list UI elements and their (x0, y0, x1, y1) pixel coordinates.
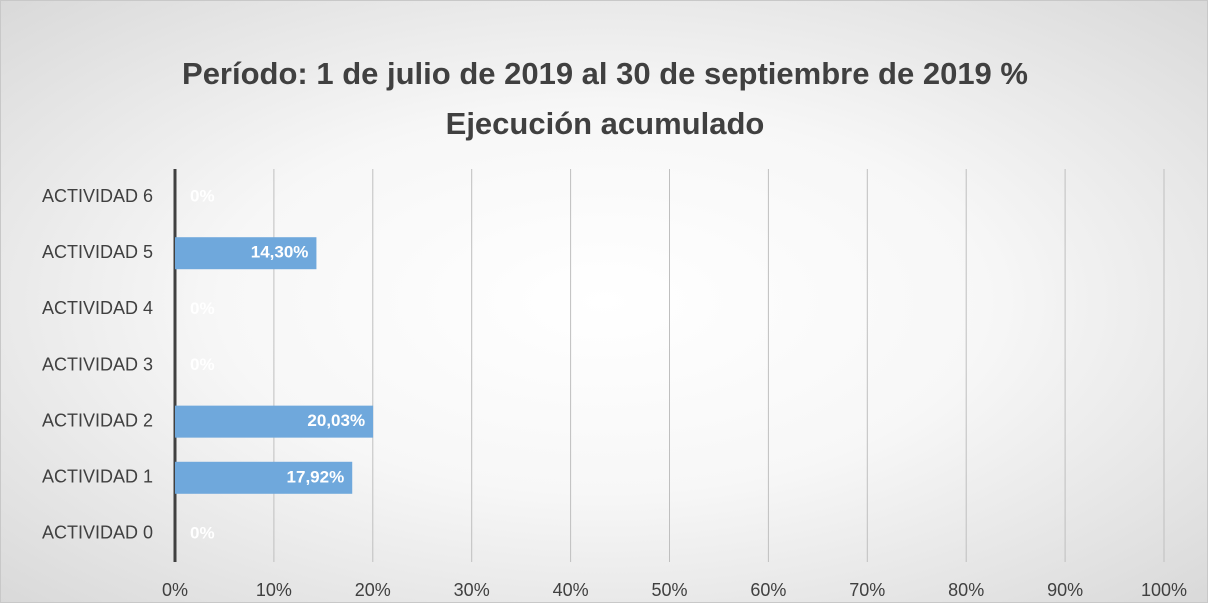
chart-title: Período: 1 de julio de 2019 al 30 de sep… (182, 56, 1028, 141)
x-tick-label: 70% (849, 580, 885, 600)
x-tick-label: 30% (454, 580, 490, 600)
data-label: 0% (190, 299, 215, 318)
x-tick-label: 80% (948, 580, 984, 600)
x-tick-label: 20% (355, 580, 391, 600)
bar (175, 405, 374, 438)
data-label: 0% (190, 355, 215, 374)
x-tick-label: 60% (750, 580, 786, 600)
y-tick-label: ACTIVIDAD 2 (42, 410, 153, 430)
y-tick-label: ACTIVIDAD 4 (42, 298, 153, 318)
bar (175, 461, 353, 494)
y-tick-label: ACTIVIDAD 3 (42, 354, 153, 374)
y-tick-label: ACTIVIDAD 0 (42, 523, 153, 543)
data-label: 0% (190, 523, 215, 542)
data-label: 0% (190, 187, 215, 206)
x-tick-label: 10% (256, 580, 292, 600)
x-tick-label: 100% (1141, 580, 1187, 600)
bar (175, 237, 317, 270)
data-label: 20,03% (307, 411, 365, 430)
y-tick-label: ACTIVIDAD 6 (42, 186, 153, 206)
x-tick-label: 50% (651, 580, 687, 600)
y-tick-label: ACTIVIDAD 5 (42, 242, 153, 262)
x-tick-label: 40% (553, 580, 589, 600)
data-label: 17,92% (287, 467, 345, 486)
y-tick-label: ACTIVIDAD 1 (42, 467, 153, 487)
x-tick-label: 0% (162, 580, 188, 600)
data-label: 14,30% (251, 243, 309, 262)
x-tick-label: 90% (1047, 580, 1083, 600)
